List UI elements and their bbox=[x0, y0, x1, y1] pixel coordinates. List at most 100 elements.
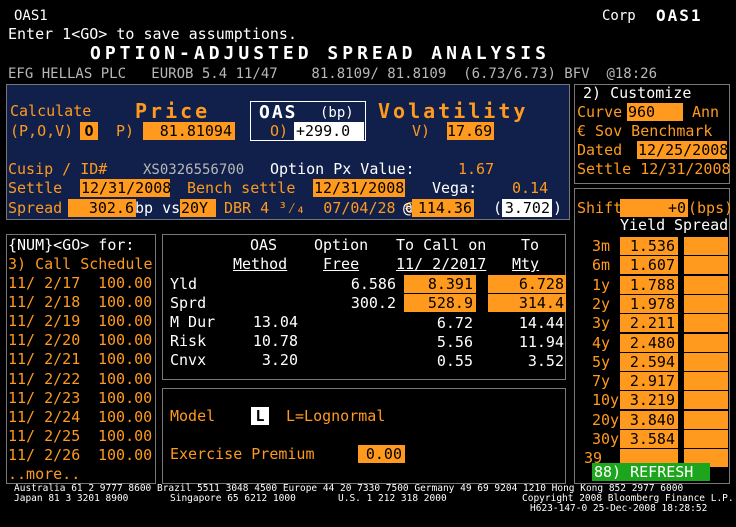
more-link[interactable]: ..more.. bbox=[8, 465, 81, 483]
mode-hint: (P,O,V) bbox=[10, 122, 74, 140]
curve-spread-field[interactable] bbox=[684, 275, 728, 294]
call-date[interactable]: 11/ 2/23 bbox=[8, 388, 81, 407]
footer-singapore: Singapore 65 6212 1000 bbox=[170, 493, 296, 504]
analytics-mty-value: 11.94 bbox=[518, 333, 564, 351]
col-free-a: Option bbox=[314, 236, 369, 254]
curve-panel bbox=[574, 188, 730, 484]
bench-settle-field[interactable]: 12/31/2008 bbox=[313, 179, 405, 197]
settle-label: Settle bbox=[8, 179, 63, 197]
curve-yield-field[interactable]: 1.978 bbox=[620, 294, 678, 313]
call-date[interactable]: 11/ 2/17 bbox=[8, 274, 81, 292]
curve-spread-field[interactable] bbox=[684, 410, 728, 429]
call-date[interactable]: 11/ 2/21 bbox=[8, 350, 81, 369]
customize-panel bbox=[574, 84, 730, 184]
call-date[interactable]: 11/ 2/26 bbox=[8, 445, 81, 464]
function-code: OAS1 bbox=[656, 6, 703, 25]
curve-spread-field[interactable] bbox=[684, 372, 728, 391]
call-price[interactable]: 100.00 bbox=[98, 407, 153, 426]
curve-field[interactable]: 960 bbox=[627, 103, 683, 121]
yield-col-header: Yield bbox=[620, 216, 666, 234]
analytics-call-value[interactable]: 528.9 bbox=[404, 294, 476, 312]
call-price[interactable]: 100.00 bbox=[98, 388, 153, 407]
spread-field[interactable]: 302.6 bbox=[68, 199, 136, 217]
curve-spread-field[interactable] bbox=[684, 314, 728, 333]
call-price[interactable]: 100.00 bbox=[98, 274, 153, 292]
call-date[interactable]: 11/ 2/22 bbox=[8, 369, 81, 388]
curve-spread-field[interactable] bbox=[684, 449, 728, 468]
curve-yield-field[interactable]: 2.917 bbox=[620, 372, 678, 391]
bench-bond[interactable]: DBR 4 ³⁄₄ 07/04/28 €v bbox=[224, 199, 423, 217]
call-schedule-panel bbox=[6, 234, 156, 484]
curve-yield-field[interactable]: 2.594 bbox=[620, 352, 678, 371]
col-mty-b: Mty bbox=[512, 255, 540, 273]
call-price[interactable]: 100.00 bbox=[98, 293, 153, 312]
curve-yield-field[interactable]: 1.788 bbox=[620, 275, 678, 294]
volatility-title: Volatility bbox=[378, 99, 529, 123]
analytics-row-label: Sprd bbox=[170, 294, 207, 312]
model-label: Model bbox=[170, 407, 216, 425]
exercise-premium-label: Exercise Premium bbox=[170, 445, 315, 463]
curve-yield-field[interactable] bbox=[620, 449, 678, 468]
analytics-mty-value[interactable]: 6.728 bbox=[488, 275, 566, 293]
analytics-mty-value[interactable]: 314.4 bbox=[488, 294, 566, 312]
customize-title[interactable]: 2) Customize bbox=[583, 84, 692, 102]
bp-vs-label: bp vs bbox=[135, 199, 181, 217]
curve-spread-field[interactable] bbox=[684, 256, 728, 275]
call-schedule-title[interactable]: 3) Call Schedule bbox=[8, 255, 153, 273]
curve-term: 6m bbox=[592, 256, 611, 275]
oas-box bbox=[250, 101, 366, 141]
oas-unit: (bp) bbox=[320, 105, 354, 121]
call-price[interactable]: 100.00 bbox=[98, 426, 153, 445]
call-price[interactable]: 100.00 bbox=[98, 350, 153, 369]
exercise-premium-field[interactable]: 0.00 bbox=[358, 445, 405, 463]
call-price[interactable]: 100.00 bbox=[98, 312, 153, 331]
curve-spread-field[interactable] bbox=[684, 391, 728, 410]
analytics-oas-value: 10.78 bbox=[252, 332, 298, 350]
volatility-field[interactable]: 17.69 bbox=[447, 122, 494, 140]
security-short: OAS1 bbox=[14, 8, 48, 24]
curve-spread-field[interactable] bbox=[684, 430, 728, 448]
curve-spread-field[interactable] bbox=[684, 294, 728, 313]
oas-field[interactable]: +299.0 bbox=[294, 122, 364, 140]
analytics-call-value: 5.56 bbox=[436, 333, 473, 351]
bench-term-field[interactable]: 20Y bbox=[180, 199, 216, 217]
page-title: OPTION-ADJUSTED SPREAD ANALYSIS bbox=[90, 43, 550, 64]
curve-yield-field[interactable]: 2.480 bbox=[620, 333, 678, 352]
analytics-row-label: M Dur bbox=[170, 313, 216, 331]
curve-spread-field[interactable] bbox=[684, 352, 728, 371]
curve-yield-field[interactable]: 3.840 bbox=[620, 410, 678, 429]
security-line: EFG HELLAS PLC EUROB 5.4 11/47 81.8109/ … bbox=[8, 66, 658, 82]
refresh-button[interactable]: 88) REFRESH bbox=[592, 463, 710, 481]
call-date[interactable]: 11/ 2/24 bbox=[8, 407, 81, 426]
call-price[interactable]: 100.00 bbox=[98, 331, 153, 350]
settle-field[interactable]: 12/31/2008 bbox=[80, 179, 172, 197]
curve-yield-field[interactable]: 2.211 bbox=[620, 314, 678, 333]
analytics-oas-value: 13.04 bbox=[252, 313, 298, 331]
curve-term: 39 bbox=[584, 449, 603, 468]
curve-yield-field[interactable]: 1.536 bbox=[620, 237, 678, 255]
call-date[interactable]: 11/ 2/18 bbox=[8, 293, 81, 312]
curve-yield-field[interactable]: 1.607 bbox=[620, 256, 678, 275]
bench-yield-field[interactable]: 3.702 bbox=[502, 199, 552, 217]
price-field[interactable]: 81.81094 bbox=[143, 122, 235, 140]
calc-mode-field[interactable]: O bbox=[80, 122, 98, 140]
dated-label: Dated bbox=[577, 141, 623, 159]
shift-field[interactable]: +0 bbox=[620, 199, 688, 217]
analytics-call-value[interactable]: 8.391 bbox=[404, 275, 476, 293]
footer-copyright: Copyright 2008 Bloomberg Finance L.P. bbox=[522, 493, 734, 504]
price-title: Price bbox=[135, 99, 211, 123]
call-price[interactable]: 100.00 bbox=[98, 445, 153, 464]
dated-field[interactable]: 12/25/2008 bbox=[637, 141, 729, 159]
bench-price-field[interactable]: 114.36 bbox=[412, 199, 474, 217]
curve-spread-field[interactable] bbox=[684, 333, 728, 352]
model-field[interactable]: L bbox=[251, 407, 269, 425]
call-date[interactable]: 11/ 2/25 bbox=[8, 426, 81, 445]
curve-yield-field[interactable]: 3.584 bbox=[620, 430, 678, 448]
call-date[interactable]: 11/ 2/19 bbox=[8, 312, 81, 331]
cusip-label: Cusip / ID# bbox=[8, 160, 108, 178]
curve-spread-field[interactable] bbox=[684, 237, 728, 255]
vega-value: 0.14 bbox=[512, 179, 549, 197]
call-date[interactable]: 11/ 2/20 bbox=[8, 331, 81, 350]
call-price[interactable]: 100.00 bbox=[98, 369, 153, 388]
curve-yield-field[interactable]: 3.219 bbox=[620, 391, 678, 410]
